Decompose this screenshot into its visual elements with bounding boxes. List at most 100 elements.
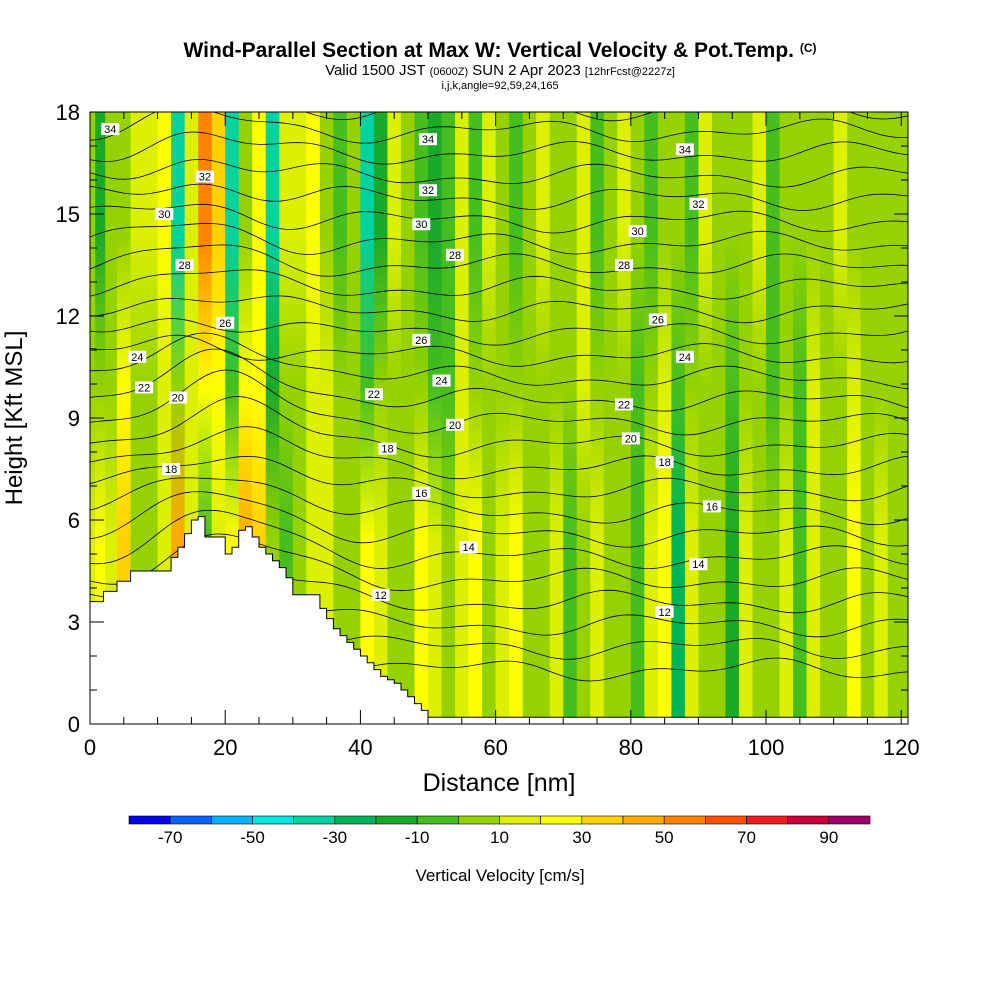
contour-label-text: 28 (618, 260, 630, 272)
velocity-strip (400, 112, 415, 724)
contour-label-text: 24 (131, 352, 143, 364)
contour-label: 24 (675, 350, 694, 364)
theta-contour (90, 269, 908, 300)
contour-label-bg (689, 197, 708, 210)
theta-contour (90, 112, 908, 144)
velocity-strip (387, 112, 402, 724)
contour-label-text: 32 (692, 199, 704, 211)
valid-zulu: (0600Z) (429, 66, 469, 78)
colorbar-swatch (458, 815, 500, 825)
x-axis-title: Distance [nm] (423, 769, 576, 797)
forecast-info: [12hrFcst@2227z] (584, 66, 675, 78)
velocity-strip (360, 112, 375, 724)
chart-title-text: Wind-Parallel Section at Max W: Vertical… (183, 39, 794, 62)
contour-label: 20 (168, 391, 187, 405)
velocity-strip (630, 112, 645, 724)
theta-contour (90, 396, 908, 458)
colorbar-tick-label: -50 (240, 828, 265, 847)
velocity-strip (779, 112, 794, 724)
contour-label: 26 (412, 333, 431, 347)
contour-label-text: 16 (415, 488, 427, 500)
velocity-strip (671, 112, 686, 724)
colorbar-swatch (581, 815, 624, 825)
y-axis-title: Height [Kft MSL] (1, 331, 28, 506)
velocity-strip (414, 112, 429, 724)
colorbar-swatch (540, 815, 583, 825)
theta-contour (90, 455, 908, 502)
contour-label: 34 (101, 123, 120, 136)
contour-label: 22 (135, 381, 154, 394)
terrain-profile (89, 516, 909, 725)
x-tick-label: 120 (883, 735, 920, 760)
contour-label-bg (412, 486, 431, 499)
contour-label-text: 18 (659, 457, 671, 469)
theta-contour (90, 509, 908, 570)
contour-label: 28 (175, 259, 194, 272)
contour-label: 24 (432, 374, 451, 388)
theta-contour (90, 334, 908, 367)
velocity-strip (468, 112, 483, 724)
x-tick-label: 80 (619, 735, 643, 760)
contour-label: 16 (702, 500, 721, 513)
colorbar-swatch (293, 815, 336, 825)
contour-label-text: 32 (199, 172, 211, 184)
contour-label-bg (621, 432, 640, 445)
colorbar-swatch (622, 815, 665, 825)
contour-label-bg (446, 418, 465, 431)
colorbar-tick-label: 50 (655, 828, 674, 847)
velocity-strip (549, 112, 564, 724)
colorbar-swatch (334, 815, 377, 825)
velocity-strip (441, 112, 456, 724)
y-tick-label: 15 (56, 202, 80, 227)
chart-indices: i,j,k,angle=92,59,24,165 (441, 80, 559, 92)
velocity-strip (860, 112, 875, 724)
velocity-strip (482, 112, 497, 724)
theta-contour (90, 318, 908, 346)
contour-label-text: 30 (415, 219, 427, 231)
velocity-strip (509, 112, 524, 724)
contour-label: 14 (689, 558, 708, 571)
x-tick-label: 0 (84, 735, 96, 760)
velocity-strip (698, 112, 713, 724)
velocity-strip (292, 112, 307, 724)
contour-label-bg (675, 350, 694, 363)
contour-label-bg (689, 558, 708, 571)
contour-label-bg (702, 500, 721, 513)
colorbar-swatch (746, 815, 788, 825)
contour-label-bg (371, 588, 390, 601)
contour-label: 22 (615, 398, 634, 411)
velocity-strip (657, 112, 672, 724)
pot-temp-contours (90, 112, 908, 682)
chart-title: Wind-Parallel Section at Max W: Vertical… (0, 36, 1000, 63)
contour-label-text: 22 (138, 382, 150, 394)
contour-label: 24 (128, 350, 147, 364)
contour-label-text: 20 (625, 433, 637, 445)
contour-label: 14 (459, 541, 478, 554)
y-tick-label: 12 (56, 304, 80, 329)
contour-label-text: 26 (652, 314, 664, 326)
contour-label-text: 14 (692, 559, 704, 571)
contour-label-text: 28 (449, 250, 461, 262)
contour-label: 16 (412, 486, 431, 500)
theta-contour (90, 158, 908, 188)
colorbar-swatch (416, 815, 459, 825)
contour-label-text: 28 (179, 260, 191, 272)
x-tick-label: 100 (748, 735, 785, 760)
colorbar-swatch (499, 815, 541, 825)
contour-label: 34 (419, 133, 438, 146)
contour-label-bg (175, 259, 194, 271)
velocity-strip (455, 112, 470, 724)
theta-contour (90, 204, 908, 234)
x-tick-label: 20 (213, 735, 237, 760)
colorbar-tick-label: -30 (323, 828, 348, 847)
colorbar-tick-label: -70 (158, 828, 183, 847)
velocity-strip (105, 112, 118, 724)
contour-label-bg (655, 605, 674, 618)
contour-label-bg (675, 143, 694, 156)
colorbar-swatch (252, 815, 294, 825)
contour-label-bg (648, 313, 667, 326)
contour-labels: 34 34 34 32 32 32 30 30 30 28 28 28 26 26 26 24 24 24 22 22… (101, 123, 721, 619)
contour-label: 20 (621, 432, 640, 445)
contour-label-bg (628, 225, 647, 237)
velocity-strip (346, 112, 361, 724)
